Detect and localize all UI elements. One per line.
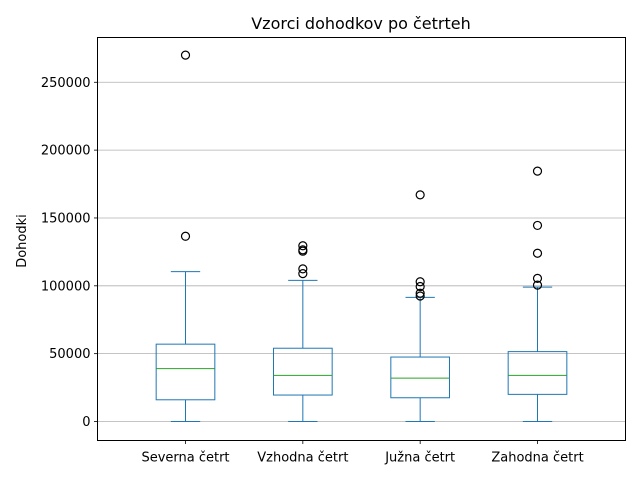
- box-group: [273, 241, 333, 423]
- y-tick-label: 200000: [41, 144, 91, 159]
- outlier-point: [180, 231, 191, 241]
- box-body: [390, 356, 451, 399]
- y-tick-label: 150000: [41, 211, 91, 226]
- outlier-point: [180, 50, 191, 60]
- outlier-point: [532, 220, 543, 231]
- box-body: [155, 343, 216, 401]
- box-group: [390, 190, 451, 423]
- y-tick-label: 100000: [41, 279, 91, 294]
- box-series: [155, 50, 568, 423]
- x-tick-label: Severna četrt: [141, 451, 229, 466]
- outlier-point: [532, 166, 543, 176]
- y-tick-label: 50000: [49, 347, 90, 362]
- plot-frame: [97, 37, 626, 441]
- x-axis-ticks: Severna četrt Vzhodna četrt Južna četrt Zah…: [141, 440, 584, 466]
- outlier-point: [298, 241, 308, 251]
- outlier-point: [532, 280, 543, 290]
- outlier-point: [415, 281, 425, 292]
- outlier-point: [415, 288, 425, 298]
- outlier-point: [415, 277, 425, 287]
- y-axis-label: Dohodki: [15, 214, 30, 268]
- y-tick-label: 250000: [41, 76, 91, 91]
- chart-title: Vzorci dohodkov po četrteh: [251, 14, 471, 33]
- y-tick-label: 0: [82, 415, 90, 430]
- x-tick-label: Vzhodna četrt: [257, 451, 348, 466]
- box-body: [273, 347, 333, 396]
- outlier-point: [298, 264, 308, 274]
- outlier-point: [415, 291, 425, 301]
- y-axis-ticks: 0 50000 100000 150000 200000 250000: [41, 76, 98, 430]
- x-tick-label: Zahodna četrt: [491, 451, 583, 466]
- outlier-point: [298, 245, 308, 255]
- outlier-point: [532, 248, 543, 258]
- box-group: [155, 50, 216, 423]
- box-group: [507, 166, 568, 423]
- outlier-point: [298, 269, 308, 279]
- outlier-point: [415, 190, 425, 200]
- x-tick-label: Južna četrt: [384, 451, 455, 466]
- box-body: [507, 351, 568, 395]
- outlier-point: [532, 273, 543, 283]
